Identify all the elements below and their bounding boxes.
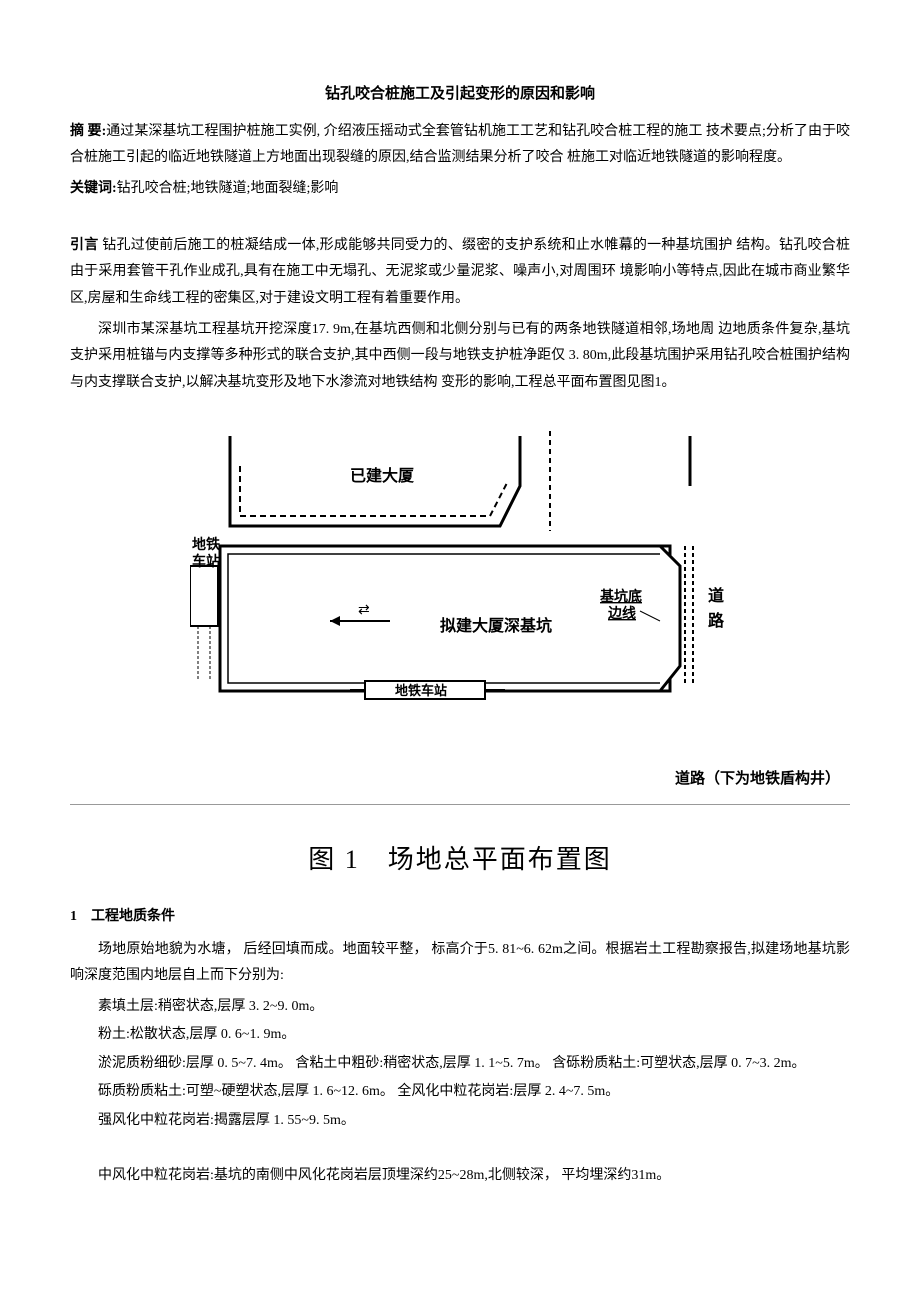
document-title: 钻孔咬合桩施工及引起变形的原因和影响 bbox=[70, 80, 850, 109]
road-vertical-label-1: 道 bbox=[708, 586, 724, 605]
metro-station-label-2: 车站 bbox=[192, 553, 220, 570]
metro-station-label-1: 地铁 bbox=[192, 536, 220, 553]
section-1-paragraph-1: 场地原始地貌为水塘， 后经回填而成。地面较平整， 标高介于5. 81~6. 62… bbox=[70, 937, 850, 990]
layer-4: 砾质粉质粘土:可塑~硬塑状态,层厚 1. 6~12. 6m。 全风化中粒花岗岩:… bbox=[70, 1079, 850, 1106]
intro-label: 引言 bbox=[70, 238, 98, 253]
arrow-label: ⇄ bbox=[358, 603, 370, 618]
planned-pit-label: 拟建大厦深基坑 bbox=[440, 616, 552, 635]
keywords-label: 关键词: bbox=[70, 181, 117, 196]
abstract-label: 摘 要: bbox=[70, 124, 106, 139]
pit-bottom-label-1: 基坑底 bbox=[600, 588, 642, 605]
layer-5: 强风化中粒花岗岩:揭露层厚 1. 55~9. 5m。 bbox=[70, 1108, 850, 1135]
layer-6: 中风化中粒花岗岩:基坑的南侧中风化花岗岩层顶埋深约25~28m,北侧较深， 平均… bbox=[70, 1163, 850, 1190]
built-building-label: 已建大厦 bbox=[350, 466, 415, 485]
metro-station-bottom-label: 地铁车站 bbox=[395, 683, 447, 698]
section-1-header: 1 工程地质条件 bbox=[70, 904, 850, 931]
keywords-text: 钻孔咬合桩;地铁隧道;地面裂缝;影响 bbox=[117, 181, 339, 196]
figure-1-container: 已建大厦 道 路 地铁 车站 bbox=[70, 426, 850, 883]
abstract-paragraph: 摘 要:通过某深基坑工程围护桩施工实例, 介绍液压摇动式全套管钻机施工工艺和钻孔… bbox=[70, 119, 850, 172]
pit-bottom-label-2: 边线 bbox=[607, 605, 636, 622]
layer-2: 粉土:松散状态,层厚 0. 6~1. 9m。 bbox=[70, 1022, 850, 1049]
layer-3: 淤泥质粉细砂:层厚 0. 5~7. 4m。 含粘土中粗砂:稍密状态,层厚 1. … bbox=[70, 1051, 850, 1078]
road-below-label: 道路（下为地铁盾构井） bbox=[70, 765, 840, 794]
road-vertical-label-2: 路 bbox=[708, 611, 725, 630]
abstract-text: 通过某深基坑工程围护桩施工实例, 介绍液压摇动式全套管钻机施工工艺和钻孔咬合桩工… bbox=[70, 124, 850, 166]
figure-1-diagram: 已建大厦 道 路 地铁 车站 bbox=[190, 426, 730, 746]
layer-1: 素填土层:稍密状态,层厚 3. 2~9. 0m。 bbox=[70, 994, 850, 1021]
intro-paragraph-2: 深圳市某深基坑工程基坑开挖深度17. 9m,在基坑西侧和北侧分别与已有的两条地铁… bbox=[70, 317, 850, 397]
intro-paragraph-1: 引言 钻孔过使前后施工的桩凝结成一体,形成能够共同受力的、缀密的支护系统和止水帷… bbox=[70, 233, 850, 313]
keywords-paragraph: 关键词:钻孔咬合桩;地铁隧道;地面裂缝;影响 bbox=[70, 176, 850, 203]
geology-layers-list: 素填土层:稍密状态,层厚 3. 2~9. 0m。 粉土:松散状态,层厚 0. 6… bbox=[70, 994, 850, 1190]
intro-text-1: 钻孔过使前后施工的桩凝结成一体,形成能够共同受力的、缀密的支护系统和止水帷幕的一… bbox=[70, 238, 850, 306]
figure-1-caption: 图 1 场地总平面布置图 bbox=[70, 835, 850, 884]
